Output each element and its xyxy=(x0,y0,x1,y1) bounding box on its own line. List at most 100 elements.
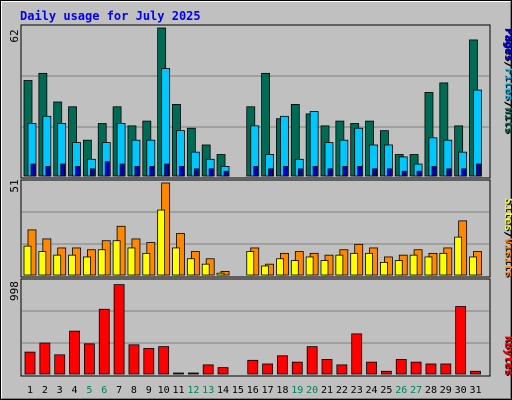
legend-text-shadow: KBytes xyxy=(503,337,512,377)
bar-kbytes-day-21 xyxy=(321,359,333,375)
bar-sites-day-8 xyxy=(127,247,136,276)
legend-item-hits: Hits xyxy=(502,108,512,135)
bar-pages-day-23 xyxy=(357,166,363,177)
x-tick-label-day-31: 31 xyxy=(469,385,481,396)
bar-kbytes-day-13 xyxy=(202,364,214,375)
bar-sites-day-28 xyxy=(424,256,433,276)
legend-text: KBytes xyxy=(502,336,512,376)
bar-sites-day-17 xyxy=(261,265,270,276)
bar-kbytes-day-3 xyxy=(54,354,66,375)
x-tick-label-day-27: 27 xyxy=(410,385,422,396)
bar-pages-day-11 xyxy=(179,166,184,177)
bar-kbytes-day-1 xyxy=(24,351,36,375)
legend-item-separator: / xyxy=(502,231,512,238)
bar-kbytes-day-10 xyxy=(158,346,170,375)
bar-sites-day-25 xyxy=(379,261,388,276)
bar-kbytes-day-7 xyxy=(113,284,125,375)
bar-kbytes-day-26 xyxy=(395,359,407,375)
bar-kbytes-day-8 xyxy=(128,344,140,375)
bar-pages-day-13 xyxy=(208,168,214,177)
x-tick-label-day-25: 25 xyxy=(380,385,392,396)
bar-kbytes-day-17 xyxy=(262,363,274,375)
bar-pages-day-6 xyxy=(104,161,110,177)
x-tick-label-day-1: 1 xyxy=(27,385,33,396)
bar-pages-day-28 xyxy=(431,166,437,177)
bar-sites-day-13 xyxy=(201,263,210,276)
x-tick-label-day-7: 7 xyxy=(116,385,122,396)
x-axis-day-labels: 1 2 3 4 5 6 7 8 9 10 11 12 13 14 15 16 17 18 19 20 21 22 23 24 2… xyxy=(27,385,482,396)
bar-pages-day-16 xyxy=(253,166,259,177)
bar-sites-day-24 xyxy=(365,252,373,276)
bar-pages-day-17 xyxy=(268,168,274,177)
y-max-label: 51 xyxy=(8,179,21,192)
bar-sites-day-4 xyxy=(68,254,76,276)
x-tick-label-day-30: 30 xyxy=(455,385,467,396)
bar-pages-day-25 xyxy=(386,168,392,177)
bar-pages-day-18 xyxy=(283,166,288,177)
y-max-label: 62 xyxy=(8,29,21,42)
bar-sites-day-26 xyxy=(394,260,403,276)
legend-shadow-item: / xyxy=(503,102,512,109)
x-tick-label-day-3: 3 xyxy=(57,385,63,396)
bar-kbytes-day-12 xyxy=(187,372,199,375)
legend-text-shadow: Pages/Files/Hits xyxy=(503,29,512,135)
bar-sites-day-14 xyxy=(216,272,225,276)
bar-sites-day-16 xyxy=(246,251,255,276)
chart-title: Daily usage for July 2025 xyxy=(20,9,201,23)
bar-pages-day-27 xyxy=(416,170,422,177)
legend-item-separator: / xyxy=(502,61,512,68)
bar-pages-day-12 xyxy=(193,168,199,177)
bar-kbytes-day-2 xyxy=(39,342,51,375)
bar-sites-day-2 xyxy=(38,251,47,276)
bar-kbytes-day-19 xyxy=(291,361,303,375)
y-max-label: 998 xyxy=(8,281,21,301)
bar-sites-day-11 xyxy=(172,247,180,276)
legend-item-separator: / xyxy=(502,101,512,108)
bar-kbytes-day-28 xyxy=(425,363,437,375)
x-tick-label-day-12: 12 xyxy=(187,385,199,396)
bar-pages-day-8 xyxy=(134,166,140,177)
legend-shadow-item: Hits xyxy=(503,109,512,136)
legend-shadow-item: Files xyxy=(503,69,512,102)
bar-kbytes-day-18 xyxy=(277,355,288,375)
bar-sites-day-29 xyxy=(439,252,448,276)
x-tick-label-day-13: 13 xyxy=(202,385,214,396)
x-tick-label-day-8: 8 xyxy=(131,385,137,396)
bar-kbytes-day-6 xyxy=(98,308,110,375)
bar-kbytes-day-25 xyxy=(380,370,392,375)
bar-sites-day-6 xyxy=(97,249,106,276)
bar-pages-day-3 xyxy=(60,163,66,177)
bar-kbytes-day-16 xyxy=(247,359,259,375)
bar-kbytes-day-29 xyxy=(440,363,452,375)
legend-shadow-item: / xyxy=(503,232,512,239)
bar-sites-day-9 xyxy=(142,252,151,276)
x-tick-label-day-21: 21 xyxy=(321,385,333,396)
legend-item-visits: Visits xyxy=(502,238,512,278)
x-tick-label-day-29: 29 xyxy=(440,385,452,396)
bar-sites-day-22 xyxy=(335,254,344,276)
bar-kbytes-day-27 xyxy=(410,361,422,375)
x-tick-label-day-9: 9 xyxy=(146,385,152,396)
x-tick-label-day-14: 14 xyxy=(217,385,229,396)
bar-pages-day-4 xyxy=(75,166,80,177)
x-tick-label-day-26: 26 xyxy=(395,385,407,396)
x-tick-label-day-18: 18 xyxy=(276,385,288,396)
bar-pages-day-26 xyxy=(401,170,407,177)
bar-pages-day-1 xyxy=(30,163,36,177)
bar-sites-day-5 xyxy=(83,256,91,276)
bar-kbytes-day-4 xyxy=(69,330,80,375)
bar-pages-day-24 xyxy=(372,168,377,177)
bar-sites-day-19 xyxy=(290,260,299,276)
x-tick-label-day-19: 19 xyxy=(291,385,303,396)
bar-kbytes-day-23 xyxy=(351,333,363,375)
bars-kbytes xyxy=(24,284,481,375)
x-tick-label-day-10: 10 xyxy=(158,385,170,396)
bars-hits-files-pages xyxy=(23,27,482,177)
legend-shadow-item: Pages xyxy=(503,29,512,62)
legend-item-kbytes: KBytes xyxy=(502,336,512,376)
